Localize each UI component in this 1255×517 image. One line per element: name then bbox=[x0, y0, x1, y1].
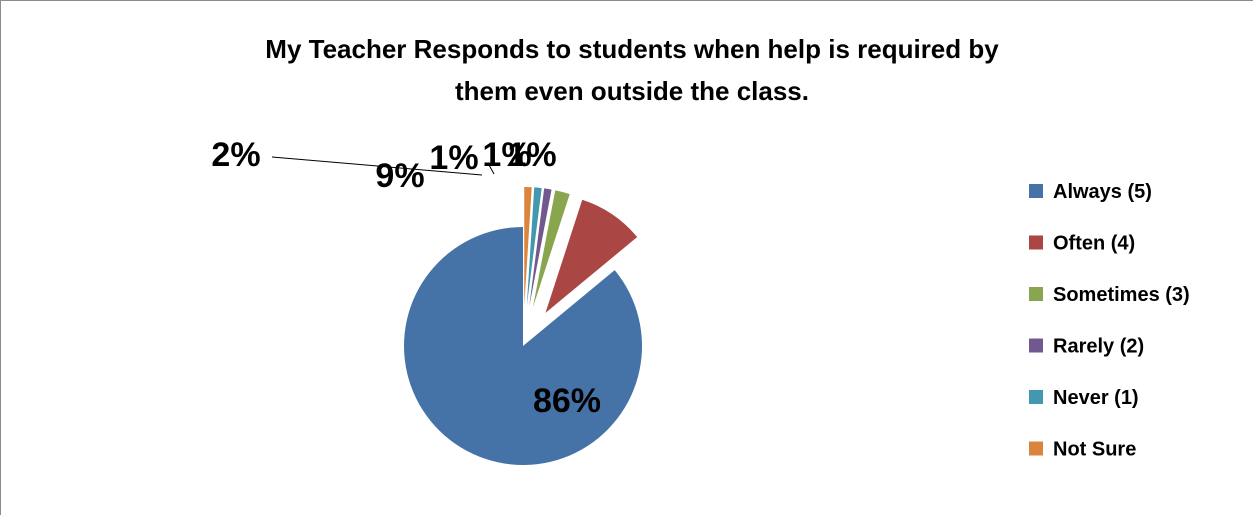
data-label-often-4: 9% bbox=[375, 157, 424, 195]
pie-slice-always-5 bbox=[404, 227, 643, 466]
legend-label-rarely-2: Rarely (2) bbox=[1053, 336, 1144, 358]
legend-label-sometimes-3: Sometimes (3) bbox=[1053, 284, 1190, 306]
data-label-never-1: 1% bbox=[482, 136, 531, 174]
leader-line-rarely-2 bbox=[488, 164, 495, 175]
legend-label-always-5: Always (5) bbox=[1053, 181, 1152, 203]
chart-title-line-2: them even outside the class. bbox=[455, 76, 809, 106]
pie-slice-often-4 bbox=[545, 199, 638, 313]
pie-slice-sometimes-3 bbox=[532, 190, 570, 308]
pie-slice-not-sure bbox=[524, 187, 532, 307]
legend-swatch-always-5 bbox=[1029, 184, 1043, 198]
data-label-sometimes-3: 2% bbox=[211, 136, 260, 174]
legend-label-not-sure: Not Sure bbox=[1053, 439, 1136, 461]
pie-slice-never-1 bbox=[526, 187, 542, 307]
data-label-not-sure: 1% bbox=[507, 136, 556, 174]
legend-label-never-1: Never (1) bbox=[1053, 387, 1139, 409]
legend-swatch-often-4 bbox=[1029, 235, 1043, 250]
chart-title-line-1: My Teacher Responds to students when hel… bbox=[265, 34, 999, 64]
pie-slice-rarely-2 bbox=[529, 188, 552, 307]
leader-line-sometimes-3 bbox=[271, 156, 483, 176]
legend-swatch-sometimes-3 bbox=[1029, 287, 1043, 301]
legend-label-often-4: Often (4) bbox=[1053, 233, 1135, 255]
legend-swatch-never-1 bbox=[1029, 390, 1043, 404]
legend-swatch-rarely-2 bbox=[1029, 338, 1043, 353]
data-label-always-5: 86% bbox=[533, 382, 601, 420]
data-label-rarely-2: 1% bbox=[429, 139, 478, 177]
legend-swatch-not-sure bbox=[1029, 441, 1043, 456]
